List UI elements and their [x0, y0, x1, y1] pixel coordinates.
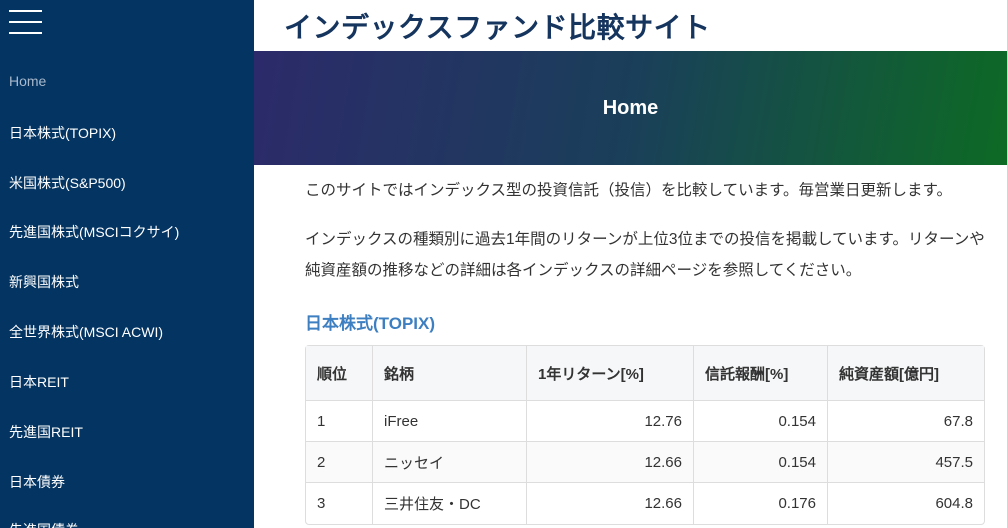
- fee-cell: 0.176: [694, 483, 828, 524]
- section-title: 日本株式(TOPIX): [305, 314, 436, 333]
- return-cell: 12.66: [527, 483, 694, 524]
- table-row: 1 iFree 12.76 0.154 67.8: [306, 401, 984, 442]
- column-header-fee: 信託報酬[%]: [694, 346, 828, 401]
- site-title[interactable]: インデックスファンド比較サイト: [284, 12, 711, 43]
- sidebar-item-emerging-stocks[interactable]: 新興国株式: [9, 274, 79, 290]
- sidebar-item-japan-reit[interactable]: 日本REIT: [9, 374, 69, 390]
- return-cell: 12.66: [527, 442, 694, 483]
- column-header-return: 1年リターン[%]: [527, 346, 694, 401]
- sidebar-item-world-stocks[interactable]: 全世界株式(MSCI ACWI): [9, 324, 163, 340]
- hamburger-icon[interactable]: [9, 10, 42, 34]
- fund-name-cell: ニッセイ: [373, 442, 527, 483]
- fund-name-cell: iFree: [373, 401, 527, 442]
- table-header-row: 順位 銘柄 1年リターン[%] 信託報酬[%] 純資産額[億円]: [306, 346, 984, 401]
- description-paragraph: インデックスの種類別に過去1年間のリターンが上位3位までの投信を掲載しています。…: [305, 231, 985, 279]
- column-header-fund: 銘柄: [373, 346, 527, 401]
- table-row: 3 三井住友・DC 12.66 0.176 604.8: [306, 483, 984, 524]
- page-title: Home: [602, 96, 659, 119]
- column-header-net-assets: 純資産額[億円]: [828, 346, 984, 401]
- fee-cell: 0.154: [694, 401, 828, 442]
- sidebar-item-home[interactable]: Home: [9, 73, 47, 89]
- page-banner: Home: [254, 51, 1007, 165]
- rank-cell: 1: [306, 401, 373, 442]
- sidebar-item-japan-bonds[interactable]: 日本債券: [9, 474, 65, 490]
- intro-paragraph: このサイトではインデックス型の投資信託（投信）を比較しています。毎営業日更新しま…: [305, 182, 952, 199]
- sidebar-item-developed-reit[interactable]: 先進国REIT: [9, 424, 83, 440]
- sidebar-item-developed-stocks[interactable]: 先進国株式(MSCIコクサイ): [9, 224, 180, 240]
- fund-name-cell: 三井住友・DC: [373, 483, 527, 524]
- rank-cell: 2: [306, 442, 373, 483]
- fee-cell: 0.154: [694, 442, 828, 483]
- column-header-rank: 順位: [306, 346, 373, 401]
- sidebar-item-japan-stocks[interactable]: 日本株式(TOPIX): [9, 125, 117, 141]
- sidebar-item-developed-bonds[interactable]: 先進国債券: [9, 520, 79, 528]
- fund-ranking-table: 順位 銘柄 1年リターン[%] 信託報酬[%] 純資産額[億円] 1 iFree…: [305, 345, 985, 525]
- sidebar-item-us-stocks[interactable]: 米国株式(S&P500): [9, 175, 126, 191]
- return-cell: 12.76: [527, 401, 694, 442]
- net-assets-cell: 604.8: [935, 495, 973, 512]
- sidebar: Home 日本株式(TOPIX) 米国株式(S&P500) 先進国株式(MSCI…: [0, 0, 254, 528]
- net-assets-cell: 67.8: [828, 401, 984, 442]
- table-row: 2 ニッセイ 12.66 0.154 457.5: [306, 442, 984, 483]
- rank-cell: 3: [306, 483, 373, 524]
- net-assets-cell: 457.5: [828, 442, 984, 483]
